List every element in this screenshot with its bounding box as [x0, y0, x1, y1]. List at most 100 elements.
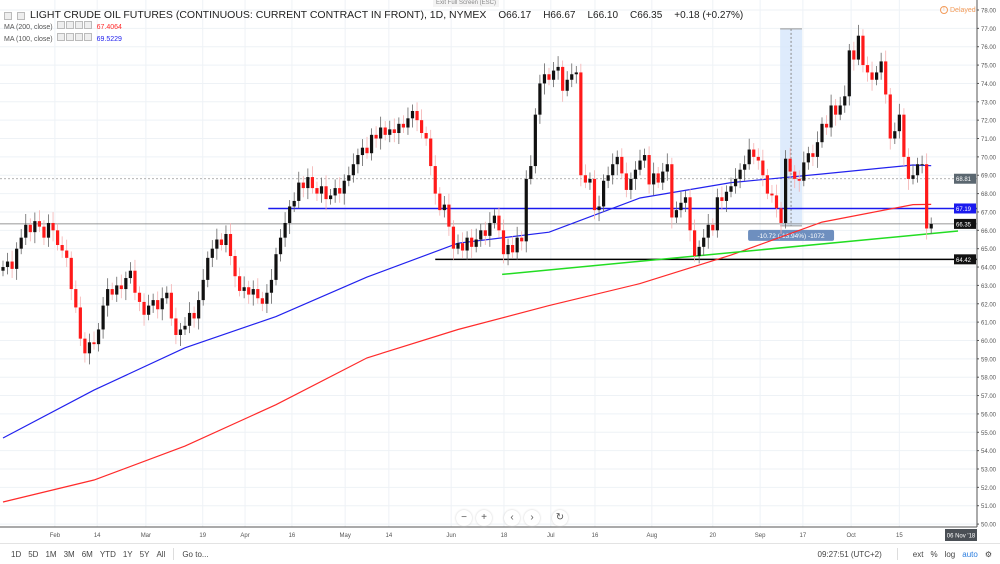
candles	[1, 24, 933, 365]
candle-body	[379, 127, 383, 139]
candle-body	[292, 200, 296, 207]
price-axis[interactable]: 50.00 51.00 52.00 53.00 54.00 55.00 56.00 57.00…	[976, 0, 1000, 543]
candle-body	[338, 188, 342, 194]
ext-toggle[interactable]: ext	[912, 549, 924, 559]
candle-body	[329, 195, 333, 200]
measure-label: -10.72 (-13.94%) -1072	[757, 233, 825, 240]
candle-body	[888, 94, 892, 139]
gear-icon[interactable]: ⚙	[984, 549, 992, 559]
candle-body	[579, 72, 583, 176]
visibility-icon[interactable]	[56, 21, 65, 29]
symbol-title[interactable]: LIGHT CRUDE OIL FUTURES (CONTINUOUS: CUR…	[30, 9, 487, 21]
collapse-icon[interactable]	[4, 11, 12, 20]
log-toggle[interactable]: log	[944, 549, 956, 559]
timeframe-5d[interactable]: 5D	[28, 549, 39, 559]
more-icon[interactable]	[74, 21, 83, 29]
candle-body	[629, 178, 633, 190]
ohlc-change: +0.18 (+0.27%)	[674, 10, 744, 21]
candle-body	[611, 164, 615, 176]
support-trendline[interactable]	[502, 230, 959, 276]
candle-body	[915, 164, 920, 176]
candle-body	[711, 224, 715, 231]
candle-body	[383, 127, 387, 135]
more-icon[interactable]	[74, 33, 83, 41]
candle-body	[360, 147, 365, 156]
candle-body	[538, 83, 542, 115]
auto-toggle[interactable]: auto	[962, 549, 978, 559]
candle-body	[210, 248, 214, 258]
candle-body	[365, 147, 369, 154]
time-tick-label: Apr	[240, 533, 249, 539]
candle-body	[551, 70, 556, 80]
price-badge-bg	[954, 203, 976, 214]
candle-body	[74, 289, 78, 308]
close-icon[interactable]	[83, 33, 92, 41]
visibility-icon[interactable]	[56, 33, 65, 41]
candle-body	[69, 257, 73, 290]
candle-body	[774, 195, 779, 209]
ma100-value: 69.5229	[96, 35, 122, 43]
trendline[interactable]	[502, 230, 959, 276]
timeframe-ytd[interactable]: YTD	[99, 549, 116, 559]
close-icon[interactable]	[83, 21, 92, 29]
candle-body	[60, 245, 64, 251]
candle-body	[624, 173, 628, 190]
price-tick-label: 59.00	[981, 357, 997, 363]
candle-body	[19, 237, 23, 249]
price-tick-label: 76.00	[981, 45, 997, 51]
candle-body	[715, 197, 719, 231]
timeframe-5y[interactable]: 5Y	[139, 549, 150, 559]
scroll-left-button[interactable]: ‹	[504, 510, 520, 526]
goto-button[interactable]: Go to...	[182, 549, 209, 559]
candle-body	[770, 193, 774, 196]
candle-body	[470, 237, 474, 247]
delayed-badge[interactable]: ! Delayed	[940, 6, 976, 14]
horizontal-lines[interactable]	[0, 178, 977, 261]
time-axis[interactable]: Feb 14 Mar 19 Apr 16 May 14 Jun 18 Jul 16 Aug 20 Sep 17…	[0, 526, 977, 541]
ma200-label[interactable]: MA (200, close)	[4, 23, 53, 31]
scroll-right-button[interactable]: ›	[524, 510, 540, 526]
time-tick-label: Jun	[446, 533, 456, 539]
candle-body	[333, 188, 337, 196]
time-tick-label: 14	[385, 533, 392, 539]
ma100-label[interactable]: MA (100, close)	[4, 35, 53, 43]
timeframe-1y[interactable]: 1Y	[122, 549, 133, 559]
candle-body	[415, 110, 419, 121]
candle-body	[115, 285, 119, 295]
candle-body	[706, 224, 710, 238]
time-tick-label: 19	[199, 533, 206, 539]
candle-body	[87, 342, 92, 354]
time-tick-label: Aug	[646, 533, 657, 539]
candle-body	[83, 338, 87, 354]
candle-body	[492, 215, 496, 223]
time-tick-label: Oct	[846, 533, 856, 539]
settings-icon[interactable]	[65, 33, 74, 41]
candle-body	[583, 175, 587, 183]
zoom-out-button[interactable]: −	[456, 510, 472, 526]
timeframe-1d[interactable]: 1D	[11, 549, 22, 559]
clock-readout[interactable]: 09:27:51 (UTC+2)	[817, 549, 882, 559]
reset-chart-button[interactable]: ↻	[552, 510, 568, 526]
price-tick-label: 70.00	[981, 155, 997, 161]
candle-body	[570, 74, 574, 80]
price-tick-label: 69.00	[981, 174, 997, 180]
candle-body	[374, 134, 378, 139]
timeframe-6m[interactable]: 6M	[81, 549, 93, 559]
zoom-in-button[interactable]: +	[476, 510, 492, 526]
candle-body	[128, 270, 132, 279]
candle-body	[65, 250, 69, 258]
candle-body	[433, 166, 437, 194]
percent-toggle[interactable]: %	[930, 549, 938, 559]
timeframe-1m[interactable]: 1M	[45, 549, 57, 559]
candle-body	[665, 164, 669, 172]
candle-body	[10, 261, 14, 269]
candle-body	[429, 138, 433, 167]
timeframe-3m[interactable]: 3M	[63, 549, 75, 559]
timeframe-all[interactable]: All	[156, 549, 166, 559]
candle-body	[46, 222, 51, 238]
candle-body	[834, 105, 838, 115]
candle-body	[638, 160, 642, 170]
settings-icon[interactable]	[65, 21, 74, 29]
ma200-line	[2, 203, 932, 503]
